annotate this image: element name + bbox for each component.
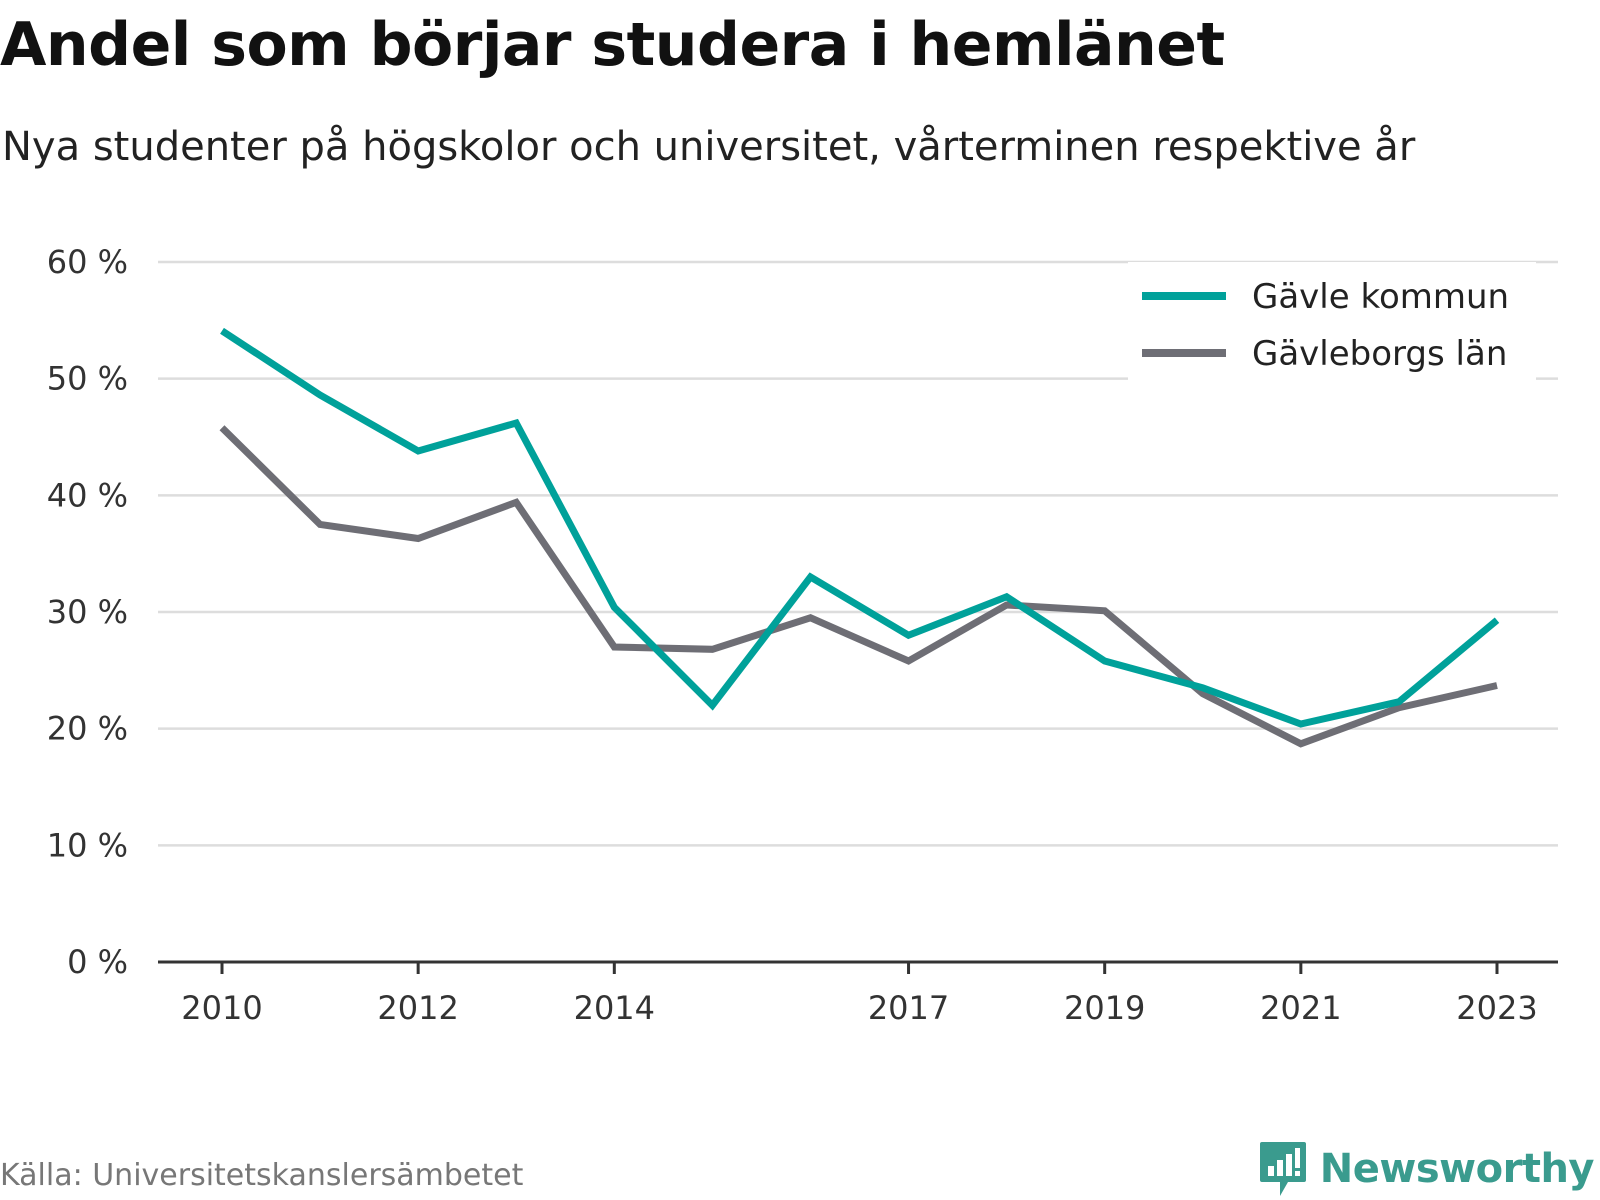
x-axis: 2010 2012 2014 2017 2019 2021 2023 xyxy=(158,960,1558,1027)
newsworthy-logo-icon xyxy=(1259,1142,1306,1196)
y-tick-label: 60 % xyxy=(47,243,128,281)
y-tick-label: 20 % xyxy=(47,710,128,748)
chart-subtitle: Nya studenter på högskolor och universit… xyxy=(2,124,1416,170)
x-tick-label: 2010 xyxy=(181,989,262,1027)
x-tick-label: 2019 xyxy=(1064,989,1145,1027)
line-chart: 0 % 10 % 20 % 30 % 40 % 50 % 60 % 2010 2012 2014… xyxy=(47,243,1558,1027)
y-tick-label: 0 % xyxy=(67,943,128,981)
legend-background xyxy=(1128,262,1536,382)
source-note: Källa: Universitetskanslersämbetet xyxy=(0,1158,524,1193)
x-tick-label: 2017 xyxy=(868,989,949,1027)
y-tick-label: 40 % xyxy=(47,476,128,514)
legend-label: Gävleborgs län xyxy=(1252,334,1507,374)
x-tick-label: 2023 xyxy=(1456,989,1537,1027)
legend: Gävle kommun Gävleborgs län xyxy=(1128,262,1536,382)
brand-name: Newsworthy xyxy=(1319,1146,1595,1192)
series-lines xyxy=(219,327,1500,748)
x-tick-label: 2021 xyxy=(1260,989,1341,1027)
brand-logo: Newsworthy xyxy=(1258,1140,1595,1198)
x-tick-label: 2014 xyxy=(574,989,655,1027)
y-tick-label: 10 % xyxy=(47,826,128,864)
series-line-gavle-kommun xyxy=(220,327,1500,728)
y-axis: 0 % 10 % 20 % 30 % 40 % 50 % 60 % xyxy=(47,243,128,981)
legend-label: Gävle kommun xyxy=(1252,277,1509,317)
y-tick-label: 50 % xyxy=(47,360,128,398)
series-line-gavleborgs-lan xyxy=(219,425,1498,748)
chart-title: Andel som börjar studera i hemlänet xyxy=(0,10,1225,80)
x-tick-label: 2012 xyxy=(377,989,458,1027)
y-tick-label: 30 % xyxy=(47,593,128,631)
